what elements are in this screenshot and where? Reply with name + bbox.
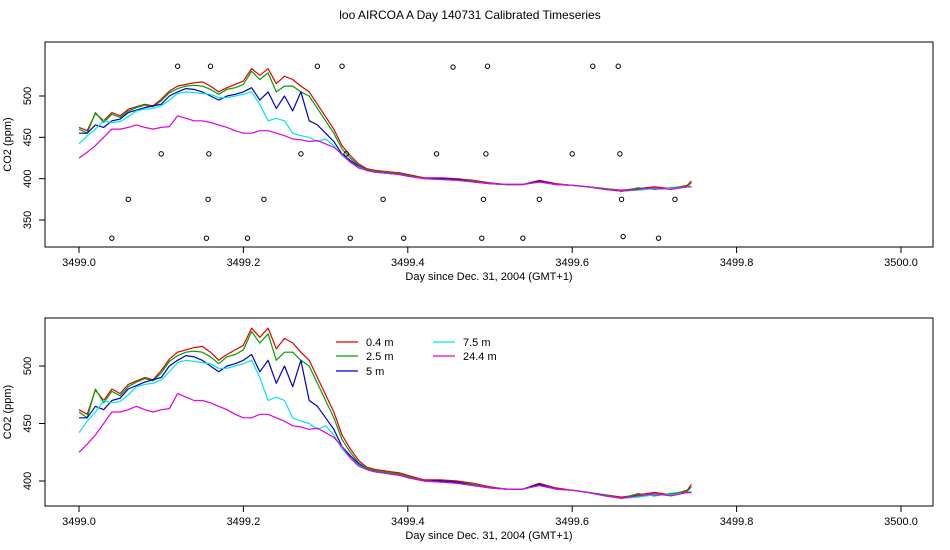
data-marker [380, 196, 386, 203]
plot-frame [44, 41, 934, 248]
data-marker [483, 151, 489, 157]
legend-label: 24.4 m [463, 351, 497, 363]
plot-frame [44, 317, 934, 507]
y-tick-label: 500 [22, 357, 34, 375]
data-marker [590, 63, 596, 69]
data-marker [261, 196, 267, 203]
x-tick-label: 3499.6 [555, 516, 589, 528]
data-marker [343, 151, 349, 157]
series-line-0-4-mm [78, 327, 692, 498]
series-line-0-4-mm [78, 68, 692, 191]
series-line-24-4-mm [78, 393, 692, 499]
data-marker [205, 196, 211, 203]
data-marker [672, 196, 678, 203]
data-marker [536, 196, 543, 203]
data-marker [400, 235, 407, 241]
data-marker [617, 151, 623, 157]
x-tick-label: 3499.0 [62, 257, 96, 269]
data-marker [520, 235, 526, 241]
data-marker [479, 235, 485, 241]
data-marker [125, 196, 132, 203]
data-marker [174, 63, 181, 69]
y-axis-label: CO2 (ppm) [2, 117, 14, 171]
data-marker [339, 63, 345, 69]
x-tick-label: 3499.8 [720, 516, 754, 528]
x-tick-label: 3500.0 [884, 516, 918, 528]
data-marker [480, 196, 487, 203]
y-tick-label: 450 [22, 414, 34, 432]
data-marker [158, 151, 164, 157]
legend-label: 5 m [366, 366, 384, 378]
data-marker [207, 63, 214, 69]
x-tick-label: 3499.2 [227, 516, 261, 528]
data-marker [615, 63, 621, 69]
series-line-7-5-mm [78, 91, 692, 192]
y-tick-label: 450 [22, 128, 34, 146]
y-tick-label: 500 [22, 87, 34, 105]
y-axis-label: CO2 (ppm) [2, 385, 14, 439]
x-tick-label: 3500.0 [884, 257, 918, 269]
y-tick-label: 400 [22, 169, 34, 187]
x-tick-label: 3499.4 [391, 516, 425, 528]
x-tick-label: 3499.2 [227, 257, 261, 269]
data-marker [433, 151, 440, 157]
series-line-24-4-mm [78, 115, 692, 192]
data-marker [620, 233, 626, 240]
series-line-7-5-mm [78, 359, 692, 499]
data-marker [569, 151, 575, 157]
y-tick-label: 400 [22, 472, 34, 490]
data-marker [484, 63, 491, 69]
series-line-5-mm [79, 353, 692, 499]
legend-label: 2.5 m [366, 351, 394, 363]
x-tick-label: 3499.4 [391, 257, 425, 269]
data-marker [347, 235, 353, 241]
legend-label: 7.5 m [463, 337, 491, 349]
y-tick-label: 350 [22, 211, 34, 229]
data-marker [314, 63, 321, 69]
data-marker [203, 235, 210, 241]
figure-title: loo AIRCOA A Day 140731 Calibrated Times… [339, 8, 600, 22]
data-marker [244, 235, 251, 241]
bottom-panel: 3499.0 3499.2 3499.4 3499.6 3499.8 3500.0 400 4… [2, 317, 934, 542]
data-marker [618, 196, 625, 203]
top-panel: 3499.0 3499.2 3499.4 3499.6 3499.8 3500.0 350 4… [2, 41, 934, 283]
data-marker [206, 151, 212, 157]
x-tick-label: 3499.6 [555, 257, 589, 269]
legend-label: 0.4 m [366, 337, 394, 349]
x-axis-label: Day since Dec. 31, 2004 (GMT+1) [405, 530, 572, 542]
data-marker [655, 235, 662, 241]
data-marker [450, 64, 456, 70]
x-axis-label: Day since Dec. 31, 2004 (GMT+1) [405, 271, 572, 283]
data-marker [109, 235, 115, 241]
series-line-5-mm [79, 87, 692, 192]
x-tick-label: 3499.8 [720, 257, 754, 269]
data-marker [298, 151, 304, 157]
x-tick-label: 3499.0 [62, 516, 96, 528]
